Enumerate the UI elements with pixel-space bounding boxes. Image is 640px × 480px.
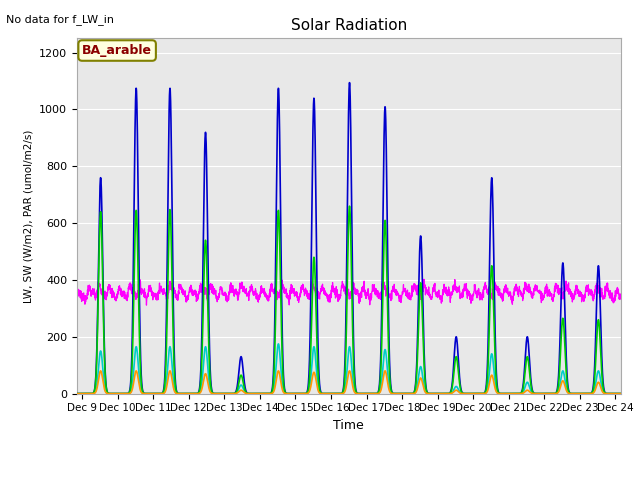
SW_out [97,368,104,374]
LW_out [282,289,289,295]
SW_in [548,391,556,396]
PAR_out [548,391,556,396]
PAR_out [607,391,614,396]
PAR_in [548,391,556,396]
LW_out [420,276,428,282]
PAR_in [305,371,313,377]
PAR_in [282,389,289,395]
PAR_out [275,341,282,347]
SW_out [73,391,81,396]
Line: SW_out: SW_out [77,371,621,394]
SW_in [167,232,175,238]
SW_in [617,391,625,396]
SW_out [135,381,143,387]
PAR_out [305,387,313,393]
SW_in [282,390,289,396]
Line: LW_out: LW_out [77,279,621,305]
PAR_in [135,250,143,256]
PAR_out [282,391,289,396]
Text: BA_arable: BA_arable [82,44,152,57]
PAR_out [73,391,81,396]
SW_in [73,391,81,396]
SW_out [168,372,175,378]
SW_in [607,391,614,396]
SW_out [282,391,289,396]
LW_out [73,292,81,298]
PAR_in [617,391,625,396]
PAR_in [73,391,81,396]
PAR_in [167,128,175,133]
Text: No data for f_LW_in: No data for f_LW_in [6,14,115,25]
PAR_in [607,391,614,396]
SW_out [617,391,625,396]
LW_out [305,291,313,297]
SW_out [607,391,614,396]
Legend: LW_out, PAR_in, PAR_out, SW_in, SW_out: LW_out, PAR_in, PAR_out, SW_in, SW_out [141,475,557,480]
LW_out [607,290,614,296]
SW_in [135,306,143,312]
Line: PAR_in: PAR_in [77,83,621,394]
Line: SW_in: SW_in [77,206,621,394]
PAR_out [617,391,625,396]
Y-axis label: LW, SW (W/m2), PAR (umol/m2/s): LW, SW (W/m2), PAR (umol/m2/s) [24,129,33,303]
PAR_out [167,350,175,356]
LW_out [548,297,556,302]
LW_out [143,302,150,308]
Line: PAR_out: PAR_out [77,344,621,394]
SW_out [305,389,313,395]
SW_out [548,391,556,396]
LW_out [617,293,625,299]
X-axis label: Time: Time [333,419,364,432]
Title: Solar Radiation: Solar Radiation [291,18,407,33]
SW_in [305,382,313,387]
LW_out [135,287,143,293]
PAR_out [135,369,143,375]
LW_out [168,280,175,286]
PAR_in [346,80,353,85]
SW_in [346,204,353,209]
